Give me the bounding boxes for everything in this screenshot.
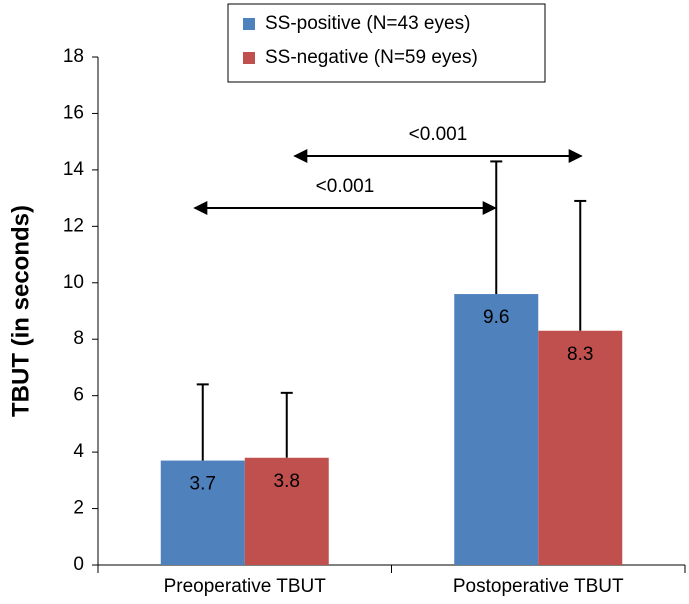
legend-swatch bbox=[243, 52, 255, 64]
data-label: 3.7 bbox=[190, 474, 216, 495]
y-tick-label: 16 bbox=[63, 102, 84, 123]
y-tick-label: 14 bbox=[63, 159, 85, 180]
y-tick-label: 10 bbox=[63, 272, 84, 293]
annotation: <0.001 bbox=[409, 124, 468, 145]
data-label: 8.3 bbox=[567, 344, 593, 365]
y-tick-label: 12 bbox=[63, 215, 84, 236]
y-tick-label: 6 bbox=[73, 385, 84, 406]
y-tick-label: 4 bbox=[73, 441, 84, 462]
bar bbox=[454, 294, 539, 565]
data-label: 3.8 bbox=[274, 471, 300, 492]
data-label: 9.6 bbox=[483, 307, 509, 328]
bar bbox=[538, 330, 623, 565]
bar bbox=[244, 457, 329, 565]
bar bbox=[160, 460, 245, 565]
x-tick-label: Preoperative TBUT bbox=[164, 576, 327, 597]
y-tick-label: 18 bbox=[63, 46, 84, 67]
y-tick-label: 2 bbox=[73, 498, 84, 519]
annotation: <0.001 bbox=[316, 176, 375, 197]
legend-label: SS-negative (N=59 eyes) bbox=[265, 47, 478, 68]
legend bbox=[227, 3, 546, 83]
x-tick-label: Postoperative TBUT bbox=[453, 576, 624, 597]
legend-swatch bbox=[243, 18, 255, 30]
legend-label: SS-positive (N=43 eyes) bbox=[265, 13, 470, 34]
y-tick-label: 8 bbox=[73, 328, 84, 349]
y-tick-label: 0 bbox=[73, 554, 84, 575]
y-axis-label: TBUT (in seconds) bbox=[7, 205, 34, 417]
